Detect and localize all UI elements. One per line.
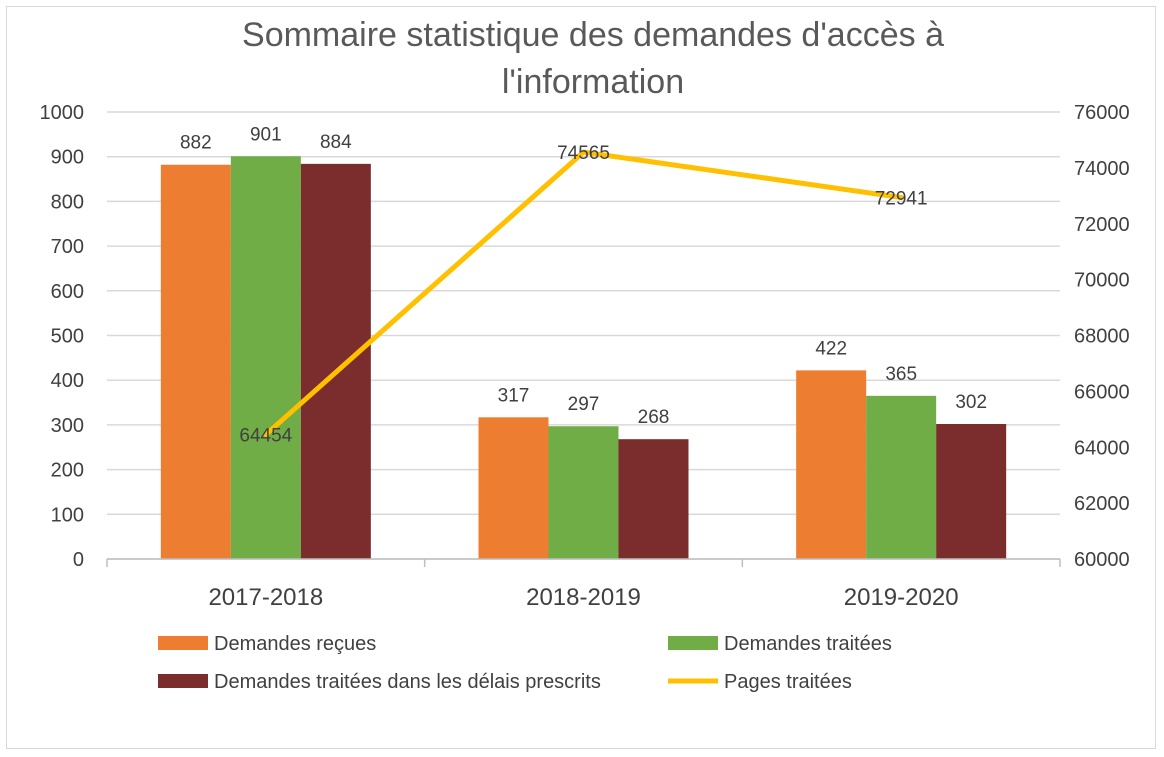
left-tick-label: 800 <box>51 191 84 213</box>
bar <box>548 426 619 559</box>
left-tick-label: 500 <box>51 326 84 348</box>
right-tick-label: 72000 <box>1074 214 1130 236</box>
line-data-label: 74565 <box>557 143 610 164</box>
bar-series <box>160 156 1007 560</box>
line-data-label: 72941 <box>875 188 928 209</box>
bar-data-label: 365 <box>885 364 917 385</box>
category-label: 2018-2019 <box>526 584 641 611</box>
right-tick-label: 62000 <box>1074 493 1130 515</box>
legend-label: Demandes traitées <box>724 633 892 655</box>
right-tick-label: 68000 <box>1074 326 1130 348</box>
left-tick-label: 1000 <box>40 102 85 124</box>
bar-data-label: 268 <box>638 407 670 428</box>
bar <box>230 156 301 560</box>
left-tick-label: 200 <box>51 460 84 482</box>
legend-swatch <box>158 674 208 688</box>
left-tick-label: 300 <box>51 415 84 437</box>
legend: Demandes reçues Demandes traitées Demandes… <box>158 633 892 693</box>
legend-swatch <box>158 636 208 650</box>
legend-label: Pages traitées <box>724 671 852 693</box>
legend-swatch <box>668 636 718 650</box>
right-tick-label: 74000 <box>1074 158 1130 180</box>
category-label: 2017-2018 <box>208 584 323 611</box>
bar <box>300 163 371 560</box>
bar-data-label: 302 <box>955 392 987 413</box>
bar <box>618 439 689 559</box>
chart-title: Sommaire statistique des demandes d'accè… <box>242 16 944 101</box>
data-labels: 882 901 884 317 297 268 422 365 302 64454 74565 729… <box>180 124 987 446</box>
bar-data-label: 422 <box>815 338 847 359</box>
legend-label: Demandes reçues <box>214 633 376 655</box>
bar <box>160 164 231 559</box>
right-tick-label: 60000 <box>1074 549 1130 571</box>
line-point <box>898 194 904 200</box>
category-label: 2019-2020 <box>844 584 959 611</box>
left-tick-label: 900 <box>51 147 84 169</box>
bar-data-label: 317 <box>498 385 530 406</box>
chart-title-line-2: l'information <box>502 63 684 101</box>
line-data-label: 64454 <box>239 426 292 447</box>
left-axis: 0 100 200 300 400 500 600 700 800 900 1000 <box>40 102 85 571</box>
right-tick-label: 66000 <box>1074 381 1130 403</box>
left-tick-label: 700 <box>51 236 84 258</box>
right-tick-label: 64000 <box>1074 437 1130 459</box>
line-series <box>263 149 904 438</box>
left-tick-label: 600 <box>51 281 84 303</box>
right-tick-label: 70000 <box>1074 270 1130 292</box>
bar <box>478 417 549 559</box>
bar <box>796 370 867 559</box>
left-tick-label: 100 <box>51 504 84 526</box>
right-axis: 60000 62000 64000 66000 68000 70000 72000 74000… <box>1074 102 1130 571</box>
right-tick-label: 76000 <box>1074 102 1130 124</box>
bar-data-label: 901 <box>250 124 282 145</box>
bar-data-label: 297 <box>568 394 600 415</box>
bar <box>866 395 937 559</box>
x-axis: 2017-2018 2018-2019 2019-2020 <box>106 558 1061 611</box>
legend-label: Demandes traitées dans les délais prescr… <box>214 671 601 693</box>
bar <box>936 424 1007 559</box>
bar-data-label: 884 <box>320 132 352 153</box>
left-tick-label: 0 <box>73 549 84 571</box>
chart-title-line-1: Sommaire statistique des demandes d'accè… <box>242 16 944 54</box>
bar-data-label: 882 <box>180 133 212 154</box>
line-point <box>263 432 269 438</box>
left-tick-label: 400 <box>51 370 84 392</box>
line-point <box>581 149 586 155</box>
